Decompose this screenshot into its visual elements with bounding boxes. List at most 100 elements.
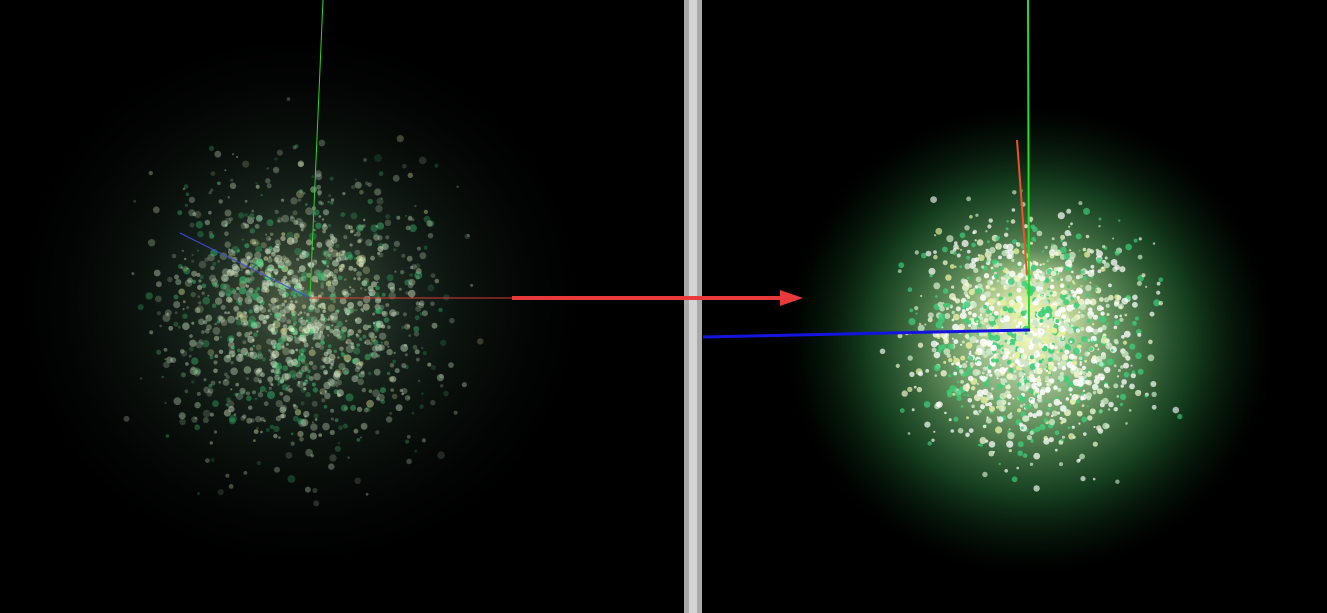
particle bbox=[297, 161, 304, 168]
particle bbox=[248, 287, 254, 293]
particle bbox=[302, 382, 307, 386]
particle bbox=[1046, 355, 1049, 359]
particle bbox=[416, 357, 420, 362]
particle bbox=[274, 466, 280, 473]
particle bbox=[368, 371, 372, 376]
particle bbox=[332, 328, 341, 337]
particle bbox=[277, 376, 285, 384]
particle bbox=[195, 221, 203, 229]
particle bbox=[328, 247, 334, 253]
particle bbox=[183, 184, 189, 189]
particle bbox=[236, 319, 243, 326]
particle bbox=[1073, 302, 1080, 309]
particle bbox=[1040, 294, 1044, 298]
particle bbox=[374, 154, 382, 163]
particle bbox=[281, 413, 286, 419]
particle bbox=[228, 350, 236, 358]
particle bbox=[983, 273, 990, 279]
particle bbox=[1013, 319, 1017, 323]
particle bbox=[968, 311, 972, 315]
particle bbox=[221, 274, 229, 282]
particle bbox=[312, 306, 316, 310]
particle bbox=[213, 430, 218, 434]
particle bbox=[928, 267, 936, 275]
particle bbox=[156, 311, 161, 316]
particle bbox=[954, 265, 957, 268]
particle bbox=[1032, 281, 1038, 287]
particle bbox=[1036, 367, 1043, 375]
particle bbox=[1049, 284, 1055, 290]
particle bbox=[179, 418, 186, 426]
particle bbox=[236, 155, 239, 159]
particle bbox=[986, 373, 989, 377]
particle bbox=[273, 320, 277, 323]
particle bbox=[288, 388, 293, 393]
particle bbox=[993, 310, 999, 316]
particle bbox=[1001, 250, 1008, 257]
particle bbox=[376, 354, 380, 358]
particle bbox=[240, 268, 243, 272]
particle bbox=[1015, 335, 1023, 343]
particle bbox=[353, 234, 356, 237]
particle bbox=[224, 223, 228, 227]
particle bbox=[1099, 297, 1104, 302]
particle bbox=[209, 274, 217, 282]
particle bbox=[247, 278, 253, 284]
particle bbox=[335, 379, 342, 386]
particle bbox=[349, 243, 353, 247]
particle bbox=[411, 412, 415, 415]
particle bbox=[935, 295, 938, 298]
particle bbox=[245, 290, 254, 298]
particle bbox=[1132, 294, 1138, 301]
particle bbox=[909, 371, 915, 377]
particle bbox=[971, 242, 976, 248]
particle bbox=[1081, 365, 1087, 370]
particle bbox=[907, 432, 911, 435]
particle bbox=[343, 235, 348, 240]
particle bbox=[342, 290, 347, 295]
particle bbox=[309, 432, 317, 440]
particle bbox=[1059, 283, 1065, 289]
particle bbox=[1096, 355, 1103, 363]
particle bbox=[229, 217, 234, 221]
particle bbox=[301, 347, 307, 353]
particle bbox=[269, 282, 274, 286]
particle bbox=[1079, 360, 1083, 364]
particle bbox=[385, 303, 390, 307]
particle bbox=[265, 178, 271, 184]
particle bbox=[990, 344, 997, 352]
particle bbox=[286, 231, 294, 240]
particle bbox=[201, 339, 210, 348]
particle bbox=[1068, 381, 1075, 388]
particle bbox=[245, 284, 249, 288]
particle bbox=[281, 384, 289, 391]
particle bbox=[299, 221, 307, 229]
particle bbox=[313, 220, 316, 223]
particle bbox=[223, 354, 232, 363]
particle bbox=[1007, 307, 1014, 314]
particle bbox=[1034, 387, 1040, 393]
particle bbox=[240, 415, 246, 421]
particle bbox=[225, 289, 233, 297]
particle bbox=[409, 273, 413, 277]
particle bbox=[220, 283, 227, 290]
particle bbox=[1007, 413, 1013, 419]
particle bbox=[154, 295, 162, 303]
particle bbox=[305, 207, 313, 216]
particle bbox=[988, 218, 993, 223]
particle bbox=[947, 392, 953, 398]
particle bbox=[1101, 307, 1104, 310]
particle bbox=[1071, 317, 1077, 323]
particle bbox=[282, 324, 288, 329]
particle bbox=[226, 375, 230, 380]
particle bbox=[294, 247, 302, 256]
particle bbox=[300, 332, 305, 337]
particle bbox=[1053, 267, 1058, 272]
particle bbox=[194, 416, 198, 420]
particle bbox=[350, 404, 357, 411]
particle bbox=[1128, 409, 1132, 412]
particle bbox=[299, 437, 304, 442]
particle bbox=[1000, 399, 1005, 404]
particle bbox=[1007, 432, 1015, 440]
particle bbox=[964, 334, 970, 339]
